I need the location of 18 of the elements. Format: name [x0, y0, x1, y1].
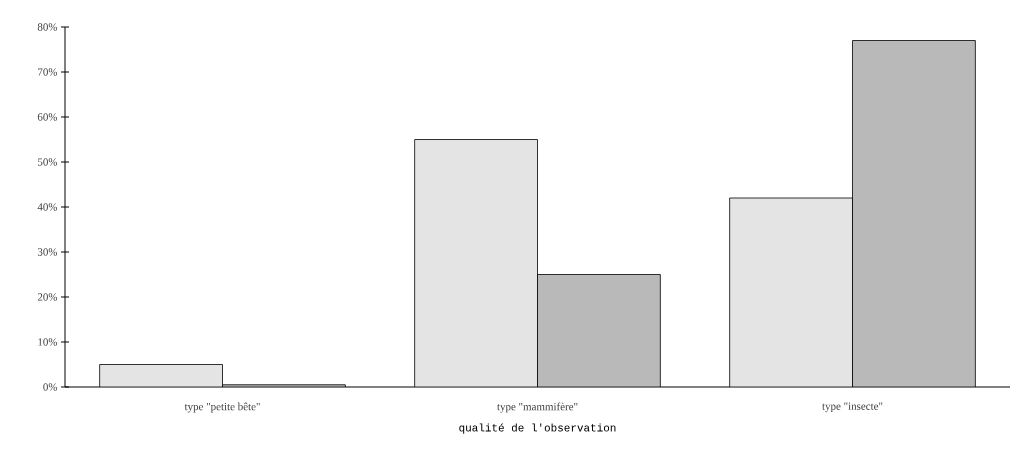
y-tick-label: 0% [43, 383, 58, 391]
y-tick-label: 20% [37, 293, 58, 301]
y-tick-label: 30% [37, 248, 58, 256]
y-tick-label: 80% [37, 23, 58, 31]
y-tick-label: 70% [38, 68, 58, 76]
bar [852, 40, 976, 387]
y-tick-label: 10% [38, 338, 58, 346]
x-axis-title: qualité de l'observation [459, 423, 616, 434]
x-tick-label: type "petite bête" [184, 402, 260, 413]
bar [537, 274, 661, 387]
bar [729, 197, 853, 387]
bar [99, 364, 223, 387]
x-tick-label: type "insecte" [822, 402, 883, 413]
y-tick-label: 50% [38, 158, 58, 166]
x-tick-label: type "mammifère" [497, 402, 578, 413]
bar [414, 139, 538, 387]
y-tick-label: 40% [37, 203, 58, 211]
y-tick-label: 60% [37, 113, 58, 121]
